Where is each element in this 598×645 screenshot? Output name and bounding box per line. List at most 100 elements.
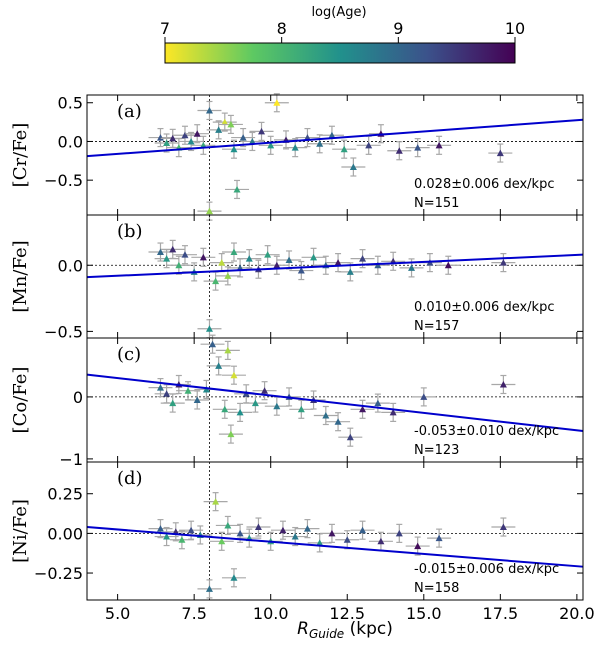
triangle-marker [316,140,324,147]
triangle-marker [163,255,171,262]
triangle-marker [156,248,164,256]
data-point [197,319,222,339]
data-point [295,127,320,148]
triangle-marker [273,261,281,269]
triangle-marker [187,526,195,534]
data-point [326,412,351,432]
data-point [387,523,412,543]
triangle-marker [205,207,213,215]
triangle-marker [212,277,220,285]
colorbar-ticks: 7 8 9 10 [160,19,525,43]
triangle-marker [499,259,507,266]
triangle-marker [365,141,373,149]
data-point [221,365,246,385]
triangle-marker [349,163,357,170]
colorbar-tick-label: 10 [505,19,525,38]
data-point [212,112,237,132]
triangle-marker [202,385,210,393]
data-point [203,492,228,512]
triangle-marker [156,384,164,391]
panel-d: 0.25 0.00 −0.25[Ni/Fe] (d) -0.015±0.006 dex/… [10,461,584,601]
triangle-marker [346,268,354,275]
triangle-marker [267,141,275,149]
data-point [215,340,240,360]
panel-frame [86,94,584,216]
x-label-sub: Guide [309,627,344,640]
y-tick-label: 0.00 [47,524,83,543]
triangle-marker [205,106,213,114]
data-point [206,120,231,140]
data-point [319,523,344,543]
data-point [209,253,234,273]
triangle-marker [224,272,232,279]
triangle-marker [221,405,229,413]
triangle-marker [193,396,201,403]
data-point [301,247,326,267]
triangle-marker [227,120,235,128]
data-point [491,374,516,395]
triangle-marker [316,539,324,546]
data-point [270,520,295,540]
x-axis-label: RGuide (kpc) [297,619,393,641]
data-point [212,399,237,419]
panel-letter: (c) [117,344,141,365]
data-point [252,381,277,401]
x-tick-label: 12.5 [329,604,365,623]
data-point [307,533,332,553]
triangle-marker [230,145,238,153]
triangle-marker [239,134,247,141]
triangle-marker [435,534,443,542]
data-point [237,249,262,269]
count-annotation: N=123 [414,443,459,458]
data-point [488,143,513,163]
triangle-marker [395,529,403,537]
y-tick-label: −1 [59,450,83,469]
colorbar-tick-label: 8 [277,19,287,38]
triangle-marker [340,145,348,153]
data-point [491,517,516,537]
y-axis-label: [Co/Fe] [10,367,31,434]
slope-annotation: 0.028±0.006 dex/kpc [414,177,554,192]
triangle-marker [221,118,229,126]
x-tick-label: 7.5 [181,604,206,623]
panel-frame [86,461,584,601]
y-tick-label: 0 [73,388,83,407]
triangle-marker [499,381,507,388]
data-point [221,139,246,159]
data-point [166,255,191,275]
x-tick-label: 5.0 [105,604,130,623]
data-point [365,393,390,413]
colorbar-gradient [164,42,516,64]
data-point [197,100,222,121]
data-point [206,356,231,376]
panel-letter: (a) [117,101,142,122]
triangle-marker [215,362,223,369]
data-point [341,157,366,177]
x-tick-label: 10.0 [253,604,289,623]
data-point [221,242,246,262]
slope-annotation: -0.015±0.006 dex/kpc [414,562,559,577]
count-annotation: N=158 [414,581,459,596]
data-point [225,179,250,200]
data-point [335,530,360,550]
data-point [283,526,308,547]
triangle-marker [184,387,192,394]
data-point [160,393,185,413]
triangle-marker [233,185,241,193]
data-point [332,139,357,159]
data-point [228,402,253,422]
data-point [246,517,271,537]
data-point [148,519,173,539]
triangle-marker [218,537,226,545]
data-point [218,424,243,444]
triangle-marker [499,523,507,531]
data-point [313,405,338,426]
data-point [427,528,452,548]
triangle-marker [408,264,416,271]
data-point [231,127,256,148]
triangle-marker [230,371,238,379]
triangle-marker [236,529,244,537]
colorbar-label: log(Age) [311,5,366,20]
triangle-marker [435,141,443,149]
triangle-marker [414,144,422,151]
